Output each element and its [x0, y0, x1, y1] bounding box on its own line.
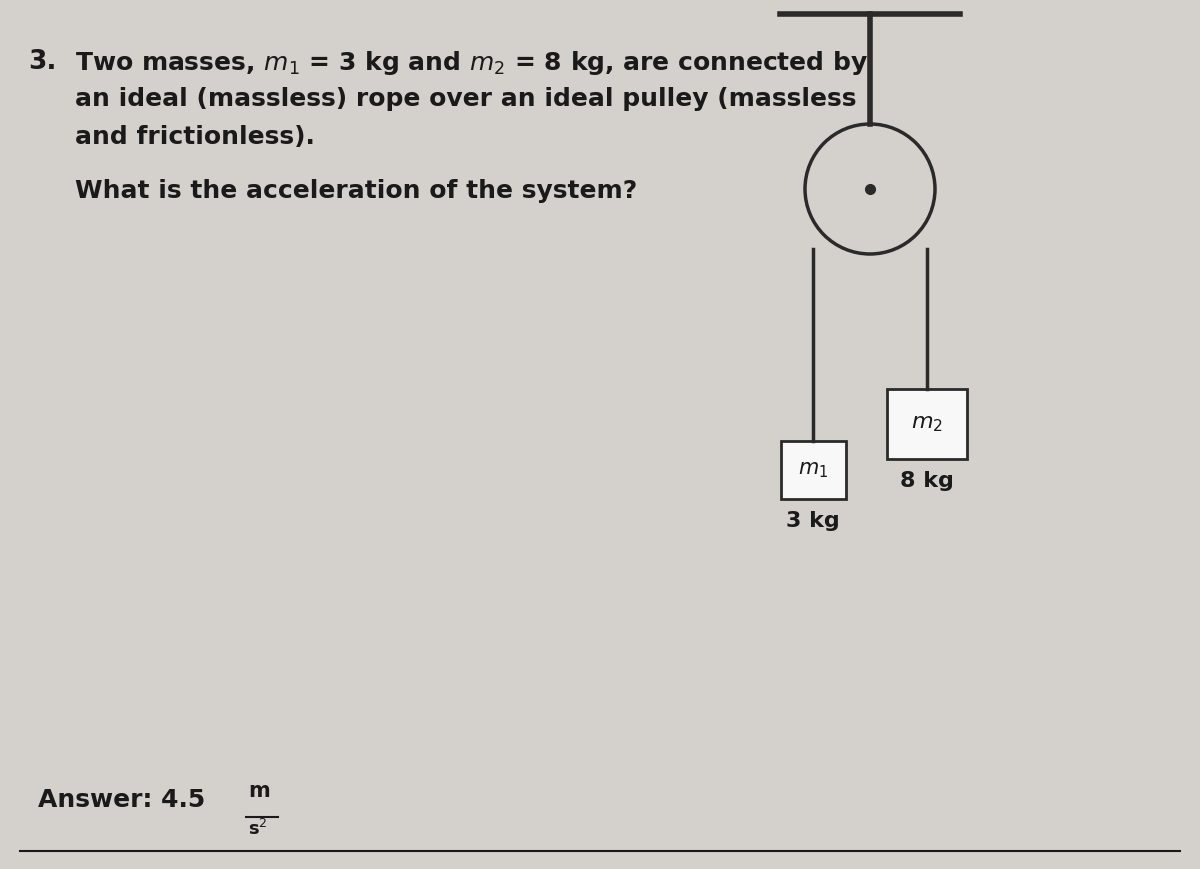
Text: 3 kg: 3 kg	[786, 511, 840, 531]
Text: $m_1$: $m_1$	[798, 460, 828, 480]
Text: m: m	[248, 781, 270, 801]
Text: 8 kg: 8 kg	[900, 471, 954, 491]
Text: Two masses, $\it{m}$$_1$ = 3 kg and $\it{m}$$_2$ = 8 kg, are connected by: Two masses, $\it{m}$$_1$ = 3 kg and $\it…	[74, 49, 868, 77]
Text: 3.: 3.	[28, 49, 56, 75]
Bar	[887, 389, 967, 459]
Bar	[780, 441, 846, 499]
Text: $m_2$: $m_2$	[911, 414, 943, 434]
Text: What is the acceleration of the system?: What is the acceleration of the system?	[74, 179, 637, 203]
Text: Answer: 4.5: Answer: 4.5	[38, 788, 205, 812]
Text: an ideal (massless) rope over an ideal pulley (massless: an ideal (massless) rope over an ideal p…	[74, 87, 857, 111]
Text: s$^2$: s$^2$	[248, 819, 268, 839]
Text: and frictionless).: and frictionless).	[74, 125, 314, 149]
